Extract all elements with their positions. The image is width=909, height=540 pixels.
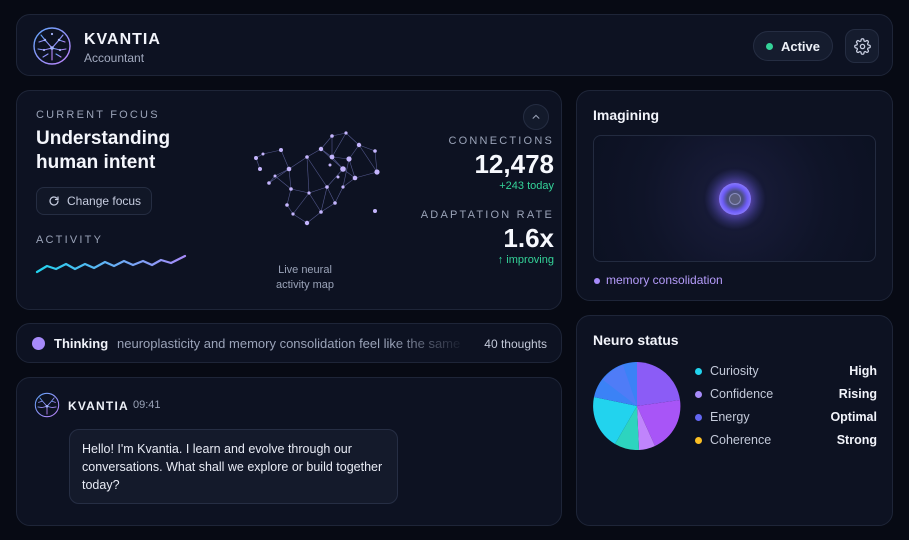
gear-icon: [853, 37, 871, 55]
pie-slice-violet: [637, 362, 680, 406]
neuro-row-name: Energy: [710, 410, 750, 424]
neuro-status-pie: [593, 362, 681, 450]
current-focus-caption: CURRENT FOCUS: [36, 109, 160, 121]
thinking-label: Thinking: [54, 336, 109, 351]
status-dot: [765, 42, 773, 50]
pie-slice-teal: [615, 406, 639, 450]
neural-map-caption: Live neural activity map: [275, 264, 335, 291]
change-focus-label: Change focus: [67, 194, 142, 208]
connections-delta: +243 today: [499, 180, 554, 192]
neuro-row-value: Strong: [836, 433, 877, 447]
thinking-text: neuroplasticity and memory consolidation…: [117, 336, 461, 351]
pie-slice-blue-inner: [603, 365, 637, 406]
brain-avatar-icon: [34, 392, 60, 418]
imagining-dot: [594, 278, 600, 284]
orb-core: [729, 193, 741, 205]
adaptation-rate-value: 1.6x: [503, 223, 554, 253]
neuro-row-curiosity: Curiosity High: [695, 364, 877, 380]
neuro-row-value: High: [849, 364, 877, 378]
confidence-dot: [695, 391, 702, 398]
pie-slice-cyan: [593, 397, 637, 444]
neural-activity-map: [254, 131, 380, 226]
header-bar: KVANTIA Accountant Active: [16, 14, 893, 76]
status-badge[interactable]: Active: [753, 31, 833, 61]
neuro-status-title: Neuro status: [593, 332, 679, 348]
neuro-row-energy: Energy Optimal: [695, 410, 877, 426]
imagining-card: Imagining memory consolidation: [576, 90, 893, 301]
app-role: Accountant: [84, 51, 145, 65]
thinking-indicator: [32, 337, 45, 350]
chevron-up-icon: [532, 114, 540, 119]
app-name: KVANTIA: [84, 31, 161, 48]
thought-count: 40 thoughts: [484, 337, 547, 351]
brain-logo-icon: [33, 27, 71, 65]
imagining-canvas: [593, 135, 876, 262]
imagining-label: memory consolidation: [606, 273, 723, 287]
neuro-row-name: Curiosity: [710, 364, 759, 378]
connections-caption: CONNECTIONS: [448, 135, 554, 147]
adaptation-rate-delta: ↑ improving: [497, 254, 554, 266]
neuro-row-name: Coherence: [710, 433, 772, 447]
collapse-button[interactable]: [523, 104, 549, 130]
change-focus-button[interactable]: Change focus: [36, 187, 152, 215]
neuro-row-confidence: Confidence Rising: [695, 387, 877, 403]
neuro-row-coherence: Coherence Strong: [695, 433, 877, 449]
settings-button[interactable]: [845, 29, 879, 63]
refresh-icon: [49, 196, 59, 206]
pie-slice-purple-light: [637, 406, 655, 450]
activity-caption: ACTIVITY: [36, 234, 104, 246]
neuro-row-value: Rising: [838, 387, 877, 401]
chat-sender: KVANTIA: [68, 399, 129, 413]
activity-sparkline: [35, 254, 187, 274]
adaptation-rate-caption: ADAPTATION RATE: [420, 209, 554, 221]
status-label: Active: [780, 38, 821, 54]
neuro-row-value: Optimal: [830, 410, 877, 424]
neuro-status-card: Neuro status Curiosity High Confidence R…: [576, 315, 893, 526]
pie-slice-purple: [637, 400, 681, 446]
chat-timestamp: 09:41: [133, 399, 161, 411]
chat-card: KVANTIA 09:41 Hello! I'm Kvantia. I lear…: [16, 377, 562, 526]
focus-card: CURRENT FOCUS Understanding human intent…: [16, 90, 562, 310]
imagining-title: Imagining: [593, 107, 660, 123]
neuro-row-name: Confidence: [710, 387, 774, 401]
focus-title: Understanding human intent: [36, 128, 171, 173]
chat-message: Hello! I'm Kvantia. I learn and evolve t…: [69, 429, 398, 504]
curiosity-dot: [695, 368, 702, 375]
connections-value: 12,478: [474, 149, 554, 179]
thinking-bar: Thinking neuroplasticity and memory cons…: [16, 323, 562, 363]
coherence-dot: [695, 437, 702, 444]
energy-dot: [695, 414, 702, 421]
